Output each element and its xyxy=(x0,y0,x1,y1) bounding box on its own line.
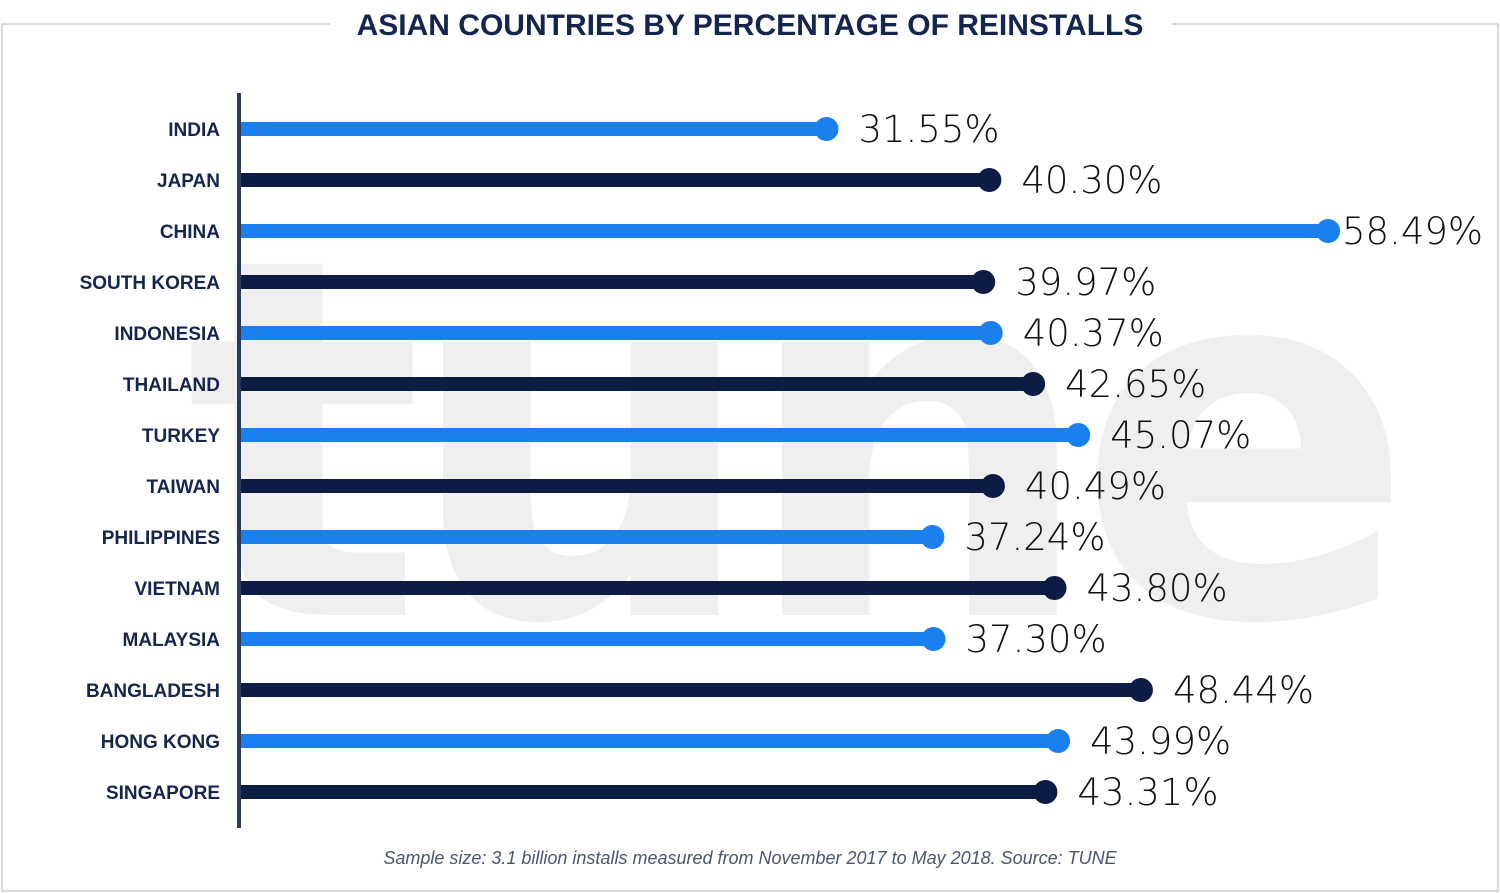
bar-end-dot-thailand xyxy=(1021,372,1046,396)
category-label-thailand: THAILAND xyxy=(123,375,220,396)
bar-end-dot-philippines xyxy=(920,525,945,549)
bar-end-dot-singapore xyxy=(1033,780,1058,804)
bar-malaysia xyxy=(239,632,934,646)
value-label-hong-kong: 43.99% xyxy=(1090,720,1231,763)
chart-title: ASIAN COUNTRIES BY PERCENTAGE OF REINSTA… xyxy=(357,9,1144,42)
category-label-india: INDIA xyxy=(168,120,220,141)
bar-bangladesh xyxy=(239,683,1141,697)
bar-end-dot-south-korea xyxy=(971,270,996,294)
value-label-china: 58.49% xyxy=(1342,210,1483,253)
value-label-turkey: 45.07% xyxy=(1110,414,1251,457)
bar-end-dot-turkey xyxy=(1066,423,1091,447)
category-label-indonesia: INDONESIA xyxy=(114,324,220,345)
category-label-philippines: PHILIPPINES xyxy=(102,528,220,549)
bar-indonesia xyxy=(239,326,991,340)
bar-end-dot-indonesia xyxy=(978,321,1003,345)
bar-end-dot-vietnam xyxy=(1042,576,1067,600)
footnote: Sample size: 3.1 billion installs measur… xyxy=(383,848,1117,868)
bar-end-dot-hong-kong xyxy=(1046,729,1071,753)
category-label-bangladesh: BANGLADESH xyxy=(86,681,220,702)
bar-end-dot-malaysia xyxy=(921,627,946,651)
bar-end-dot-taiwan xyxy=(980,474,1005,498)
category-label-vietnam: VIETNAM xyxy=(135,579,221,600)
value-label-malaysia: 37.30% xyxy=(966,618,1107,661)
value-label-india: 31.55% xyxy=(858,108,999,151)
category-label-taiwan: TAIWAN xyxy=(146,477,220,498)
frame-border xyxy=(1,23,1499,892)
value-label-bangladesh: 48.44% xyxy=(1173,669,1314,712)
bar-vietnam xyxy=(239,581,1055,595)
bar-japan xyxy=(239,173,990,187)
bar-india xyxy=(239,122,827,136)
bar-taiwan xyxy=(239,479,993,493)
category-label-turkey: TURKEY xyxy=(142,426,220,447)
bar-philippines xyxy=(239,530,933,544)
value-label-indonesia: 40.37% xyxy=(1023,312,1164,355)
bar-china xyxy=(239,224,1329,238)
category-label-hong-kong: HONG KONG xyxy=(101,732,220,753)
bar-singapore xyxy=(239,785,1046,799)
value-label-thailand: 42.65% xyxy=(1065,363,1206,406)
bar-end-dot-china xyxy=(1316,219,1341,243)
bar-thailand xyxy=(239,377,1034,391)
value-label-japan: 40.30% xyxy=(1021,159,1162,202)
bar-turkey xyxy=(239,428,1079,442)
bar-end-dot-bangladesh xyxy=(1128,678,1153,702)
bar-end-dot-india xyxy=(814,117,839,141)
category-label-malaysia: MALAYSIA xyxy=(123,630,221,651)
bar-end-dot-japan xyxy=(977,168,1002,192)
category-label-singapore: SINGAPORE xyxy=(106,783,220,804)
bar-south-korea xyxy=(239,275,984,289)
value-label-philippines: 37.24% xyxy=(964,516,1105,559)
value-label-singapore: 43.31% xyxy=(1077,771,1218,814)
category-label-south-korea: SOUTH KOREA xyxy=(80,273,221,294)
value-label-taiwan: 40.49% xyxy=(1025,465,1166,508)
category-label-japan: JAPAN xyxy=(157,171,220,192)
value-label-south-korea: 39.97% xyxy=(1015,261,1156,304)
category-label-china: CHINA xyxy=(160,222,220,243)
bar-hong-kong xyxy=(239,734,1059,748)
bars-group: INDIA 31.55% JAPAN 40.30% CHINA 58.49% SOUTH K… xyxy=(80,108,1484,814)
value-label-vietnam: 43.80% xyxy=(1087,567,1228,610)
